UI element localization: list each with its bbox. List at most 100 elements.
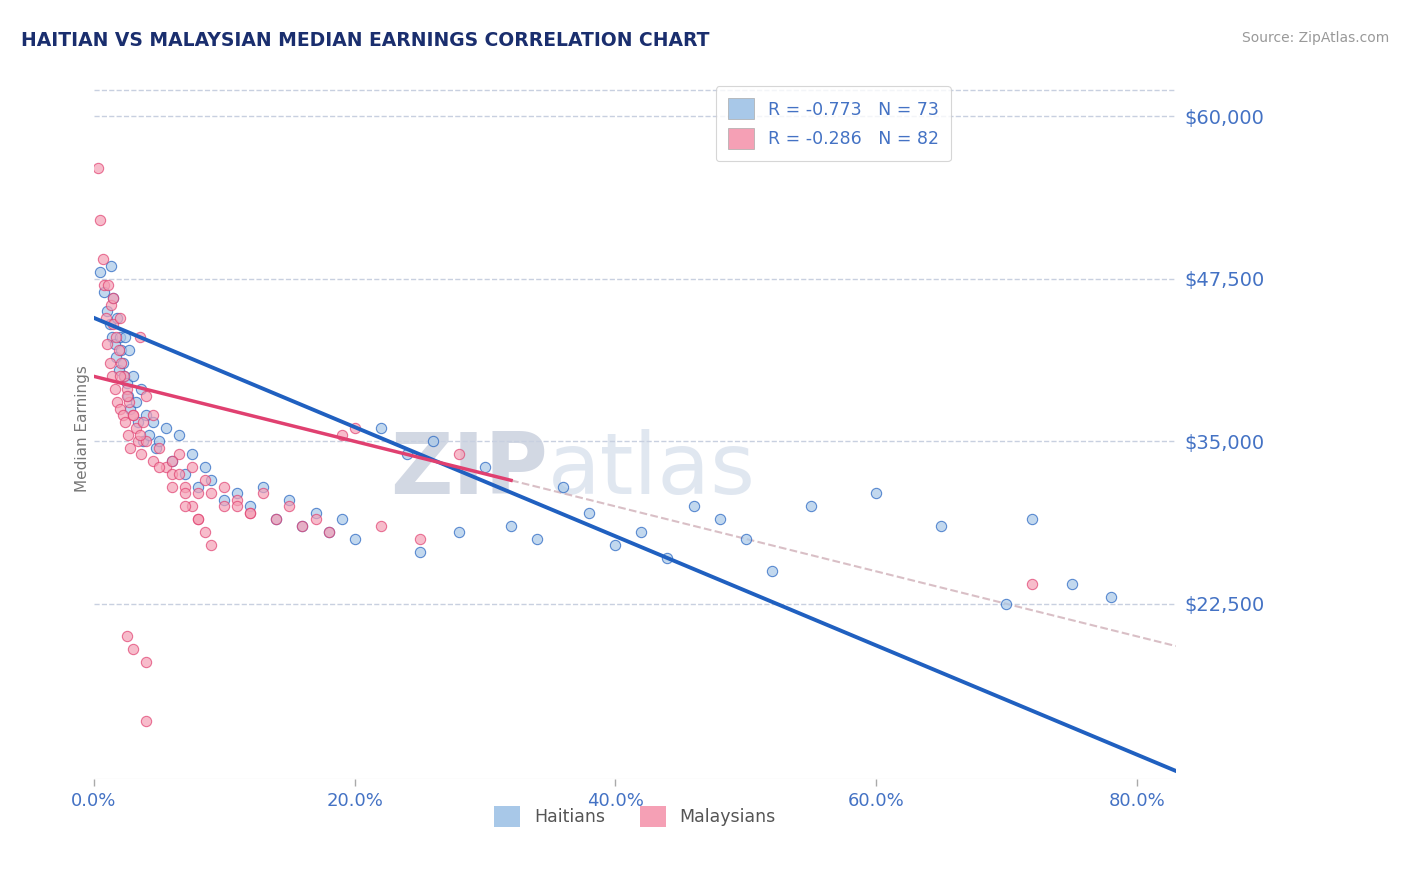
Point bbox=[145, 441, 167, 455]
Point bbox=[104, 337, 127, 351]
Point bbox=[105, 330, 128, 344]
Point bbox=[343, 532, 366, 546]
Point bbox=[167, 447, 190, 461]
Point bbox=[105, 350, 128, 364]
Point bbox=[98, 356, 121, 370]
Point bbox=[107, 343, 129, 358]
Point bbox=[180, 500, 202, 514]
Point bbox=[395, 447, 418, 461]
Point bbox=[578, 506, 600, 520]
Point bbox=[252, 480, 274, 494]
Point bbox=[138, 428, 160, 442]
Point bbox=[107, 363, 129, 377]
Point bbox=[278, 500, 301, 514]
Point bbox=[135, 389, 157, 403]
Point bbox=[761, 564, 783, 578]
Point bbox=[499, 518, 522, 533]
Point bbox=[226, 486, 249, 500]
Point bbox=[110, 343, 132, 358]
Point bbox=[174, 500, 197, 514]
Point bbox=[127, 415, 149, 429]
Point bbox=[174, 486, 197, 500]
Point bbox=[200, 473, 222, 487]
Point bbox=[132, 415, 155, 429]
Point bbox=[200, 538, 222, 552]
Point bbox=[112, 369, 135, 384]
Point bbox=[89, 213, 111, 227]
Point bbox=[108, 330, 131, 344]
Point bbox=[115, 629, 138, 643]
Text: ZIP: ZIP bbox=[391, 429, 548, 512]
Point bbox=[148, 460, 170, 475]
Point bbox=[108, 369, 131, 384]
Point bbox=[135, 714, 157, 728]
Point bbox=[111, 409, 134, 423]
Point bbox=[105, 310, 128, 325]
Point bbox=[98, 318, 121, 332]
Point bbox=[266, 512, 288, 526]
Point bbox=[114, 415, 136, 429]
Point bbox=[108, 401, 131, 416]
Point bbox=[122, 369, 145, 384]
Point bbox=[129, 447, 152, 461]
Point bbox=[105, 395, 128, 409]
Point bbox=[291, 518, 314, 533]
Point bbox=[117, 389, 139, 403]
Point bbox=[127, 434, 149, 449]
Point bbox=[167, 467, 190, 481]
Point bbox=[124, 421, 146, 435]
Point bbox=[409, 545, 432, 559]
Point bbox=[174, 480, 197, 494]
Point bbox=[120, 441, 142, 455]
Point bbox=[115, 376, 138, 390]
Point bbox=[142, 454, 165, 468]
Point bbox=[304, 506, 326, 520]
Point bbox=[100, 259, 122, 273]
Point bbox=[122, 409, 145, 423]
Point bbox=[103, 318, 125, 332]
Point bbox=[174, 467, 197, 481]
Point bbox=[93, 285, 115, 299]
Point bbox=[180, 460, 202, 475]
Point bbox=[1060, 577, 1083, 591]
Text: Source: ZipAtlas.com: Source: ZipAtlas.com bbox=[1241, 31, 1389, 45]
Point bbox=[122, 409, 145, 423]
Point bbox=[87, 161, 110, 176]
Point bbox=[474, 460, 496, 475]
Point bbox=[239, 500, 262, 514]
Point bbox=[111, 356, 134, 370]
Point bbox=[187, 486, 209, 500]
Point bbox=[318, 525, 340, 540]
Point bbox=[187, 512, 209, 526]
Point bbox=[657, 551, 679, 566]
Point bbox=[180, 447, 202, 461]
Point bbox=[318, 525, 340, 540]
Point bbox=[100, 298, 122, 312]
Point bbox=[200, 486, 222, 500]
Point bbox=[135, 655, 157, 669]
Point bbox=[370, 518, 392, 533]
Point bbox=[214, 500, 236, 514]
Point bbox=[1021, 512, 1043, 526]
Point bbox=[266, 512, 288, 526]
Point bbox=[194, 473, 217, 487]
Point bbox=[91, 252, 114, 267]
Point bbox=[526, 532, 548, 546]
Point bbox=[995, 597, 1018, 611]
Point bbox=[370, 421, 392, 435]
Point bbox=[128, 330, 150, 344]
Point bbox=[160, 480, 183, 494]
Point bbox=[96, 304, 118, 318]
Point bbox=[291, 518, 314, 533]
Point bbox=[114, 330, 136, 344]
Point bbox=[1099, 591, 1122, 605]
Point bbox=[93, 278, 115, 293]
Text: atlas: atlas bbox=[548, 429, 756, 512]
Point bbox=[135, 409, 157, 423]
Point bbox=[605, 538, 627, 552]
Point bbox=[187, 512, 209, 526]
Point bbox=[447, 525, 470, 540]
Text: HAITIAN VS MALAYSIAN MEDIAN EARNINGS CORRELATION CHART: HAITIAN VS MALAYSIAN MEDIAN EARNINGS COR… bbox=[21, 31, 710, 50]
Point bbox=[734, 532, 756, 546]
Point bbox=[929, 518, 952, 533]
